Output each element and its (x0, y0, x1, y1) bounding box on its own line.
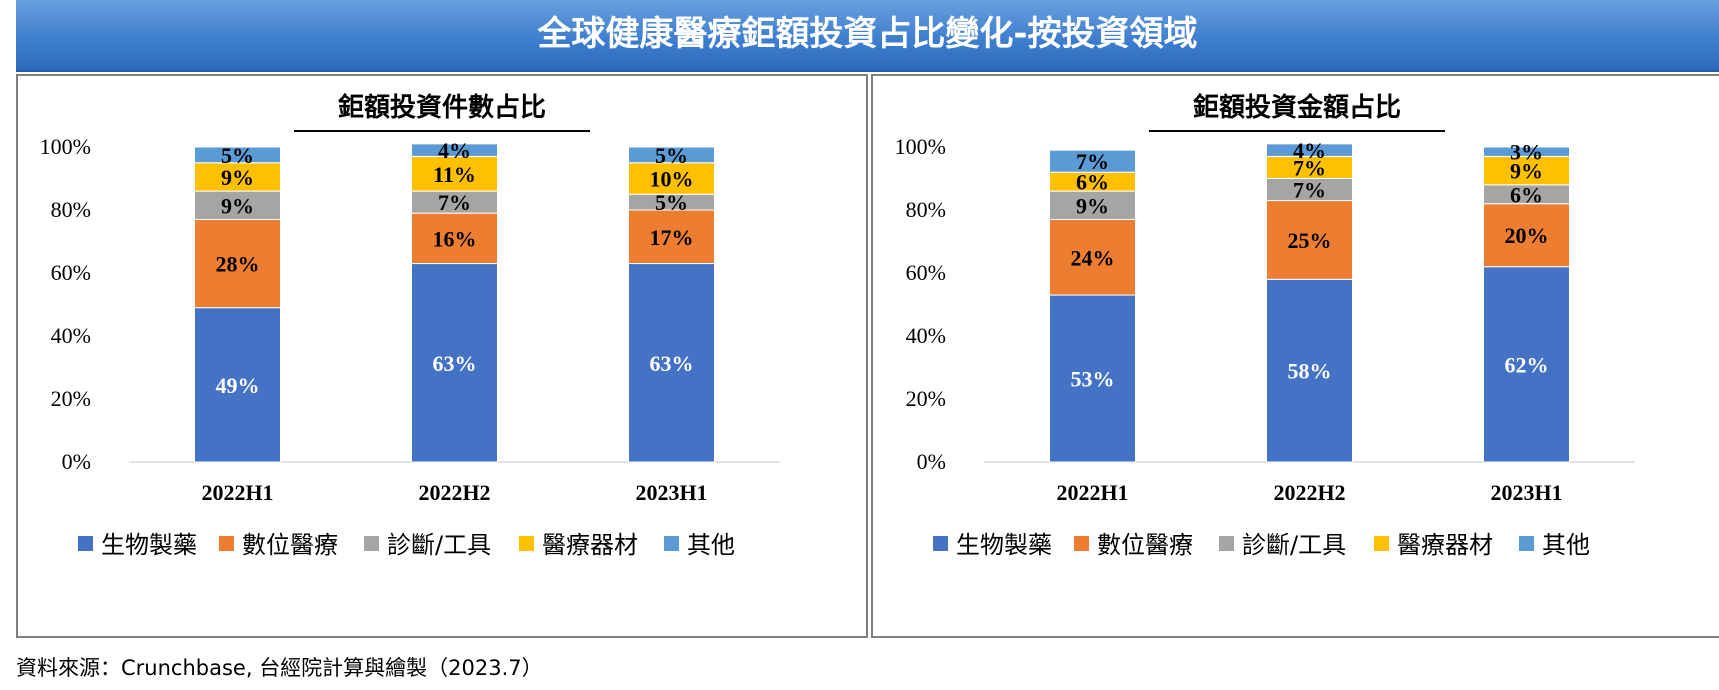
bar-segment (1049, 149, 1136, 173)
bar-segment (1483, 203, 1570, 268)
bar-segment (194, 307, 281, 463)
bar-segment (1049, 218, 1136, 296)
data-label: 58% (1288, 359, 1332, 384)
legend-swatch (933, 536, 948, 551)
y-tick-label: 60% (51, 260, 91, 285)
x-tick-label: 2023H1 (1490, 480, 1562, 505)
bar-segment (194, 162, 281, 192)
x-tick-label: 2022H2 (418, 480, 490, 505)
data-label: 17% (650, 225, 694, 250)
data-label: 7% (1076, 149, 1109, 174)
y-tick-label: 0% (917, 449, 946, 474)
bar-segment (1483, 146, 1570, 157)
y-tick-label: 100% (895, 134, 946, 159)
data-label: 62% (1505, 352, 1549, 377)
data-label: 63% (433, 351, 477, 376)
data-label: 9% (221, 165, 254, 190)
page-title: 全球健康醫療鉅額投資占比變化-按投資領域 (537, 14, 1198, 54)
data-label: 9% (1510, 159, 1543, 184)
source-note: 資料來源：Crunchbase, 台經院計算與繪製（2023.7） (16, 656, 543, 680)
legend-swatch (519, 536, 534, 551)
y-tick-label: 100% (40, 134, 91, 159)
data-label: 3% (1510, 140, 1543, 165)
legend-label: 診斷/工具 (1242, 531, 1346, 559)
data-label: 5% (221, 143, 254, 168)
y-tick-label: 40% (51, 323, 91, 348)
data-label: 6% (1510, 182, 1543, 207)
data-label: 20% (1505, 223, 1549, 248)
bar-segment (628, 146, 715, 164)
bar-segment (628, 263, 715, 463)
bar-segment (411, 143, 498, 157)
x-tick-label: 2022H1 (201, 480, 273, 505)
legend-label: 診斷/工具 (387, 531, 491, 559)
data-label: 9% (1076, 193, 1109, 218)
y-tick-label: 80% (906, 197, 946, 222)
y-tick-label: 60% (906, 260, 946, 285)
bar-segment (1049, 294, 1136, 463)
bar-segment (1266, 200, 1353, 280)
bar-segment (1483, 266, 1570, 463)
data-label: 4% (438, 138, 471, 163)
legend-swatch (219, 536, 234, 551)
chart-panel-amount: 鉅額投資金額占比 0% 20% 40% 60% 80% 100% 53% 24% 9% 6% 7% 20… (871, 74, 1719, 638)
bar-segment (1266, 143, 1353, 157)
bar-segment (628, 162, 715, 195)
bar-segment (194, 190, 281, 220)
data-label: 53% (1071, 367, 1115, 392)
data-label: 63% (650, 351, 694, 376)
bar-segment (628, 209, 715, 265)
y-tick-label: 20% (51, 386, 91, 411)
legend-label: 其他 (1542, 531, 1590, 559)
legend-label: 其他 (687, 531, 735, 559)
legend-label: 醫療器材 (542, 531, 638, 559)
legend-swatch (1374, 536, 1389, 551)
legend-swatch (664, 536, 679, 551)
legend-label: 生物製藥 (956, 531, 1052, 559)
chart-title: 鉅額投資件數占比 (338, 92, 546, 123)
legend-swatch (1219, 536, 1234, 551)
header-banner: 全球健康醫療鉅額投資占比變化-按投資領域 (16, 0, 1719, 72)
data-label: 10% (650, 167, 694, 192)
legend-swatch (78, 536, 93, 551)
y-tick-label: 20% (906, 386, 946, 411)
legend-label: 生物製藥 (101, 531, 197, 559)
legend-swatch (1074, 536, 1089, 551)
x-tick-label: 2022H2 (1273, 480, 1345, 505)
x-tick-label: 2023H1 (635, 480, 707, 505)
y-tick-label: 80% (51, 197, 91, 222)
y-tick-label: 0% (62, 449, 91, 474)
legend-label: 數位醫療 (1097, 531, 1193, 559)
data-label: 9% (221, 193, 254, 218)
data-label: 5% (655, 143, 688, 168)
data-label: 16% (433, 226, 477, 251)
chart-panel-count: 鉅額投資件數占比 0% 20% 40% 60% 80% 100% 49% 28% 9% 9% 5% 20… (16, 74, 868, 638)
data-label: 25% (1288, 228, 1332, 253)
data-label: 49% (216, 373, 260, 398)
legend-label: 數位醫療 (242, 531, 338, 559)
data-label: 6% (1076, 170, 1109, 195)
chart-amount-share: 鉅額投資金額占比0%20%40%60%80%100%53%24%9%6%7%20… (895, 92, 1635, 559)
data-label: 7% (1293, 178, 1326, 203)
data-label: 7% (438, 190, 471, 215)
bar-segment (1049, 190, 1136, 220)
bar-segment (194, 146, 281, 164)
legend-label: 醫療器材 (1397, 531, 1493, 559)
data-label: 7% (1293, 155, 1326, 180)
chart-count-share: 鉅額投資件數占比0%20%40%60%80%100%49%28%9%9%5%20… (40, 92, 780, 559)
data-label: 24% (1071, 245, 1115, 270)
data-label: 28% (216, 252, 260, 277)
bar-segment (1266, 278, 1353, 463)
chart-title: 鉅額投資金額占比 (1193, 92, 1401, 123)
y-tick-label: 40% (906, 323, 946, 348)
data-label: 11% (433, 162, 476, 187)
legend-swatch (364, 536, 379, 551)
x-tick-label: 2022H1 (1056, 480, 1128, 505)
data-label: 4% (1293, 138, 1326, 163)
legend-swatch (1519, 536, 1534, 551)
